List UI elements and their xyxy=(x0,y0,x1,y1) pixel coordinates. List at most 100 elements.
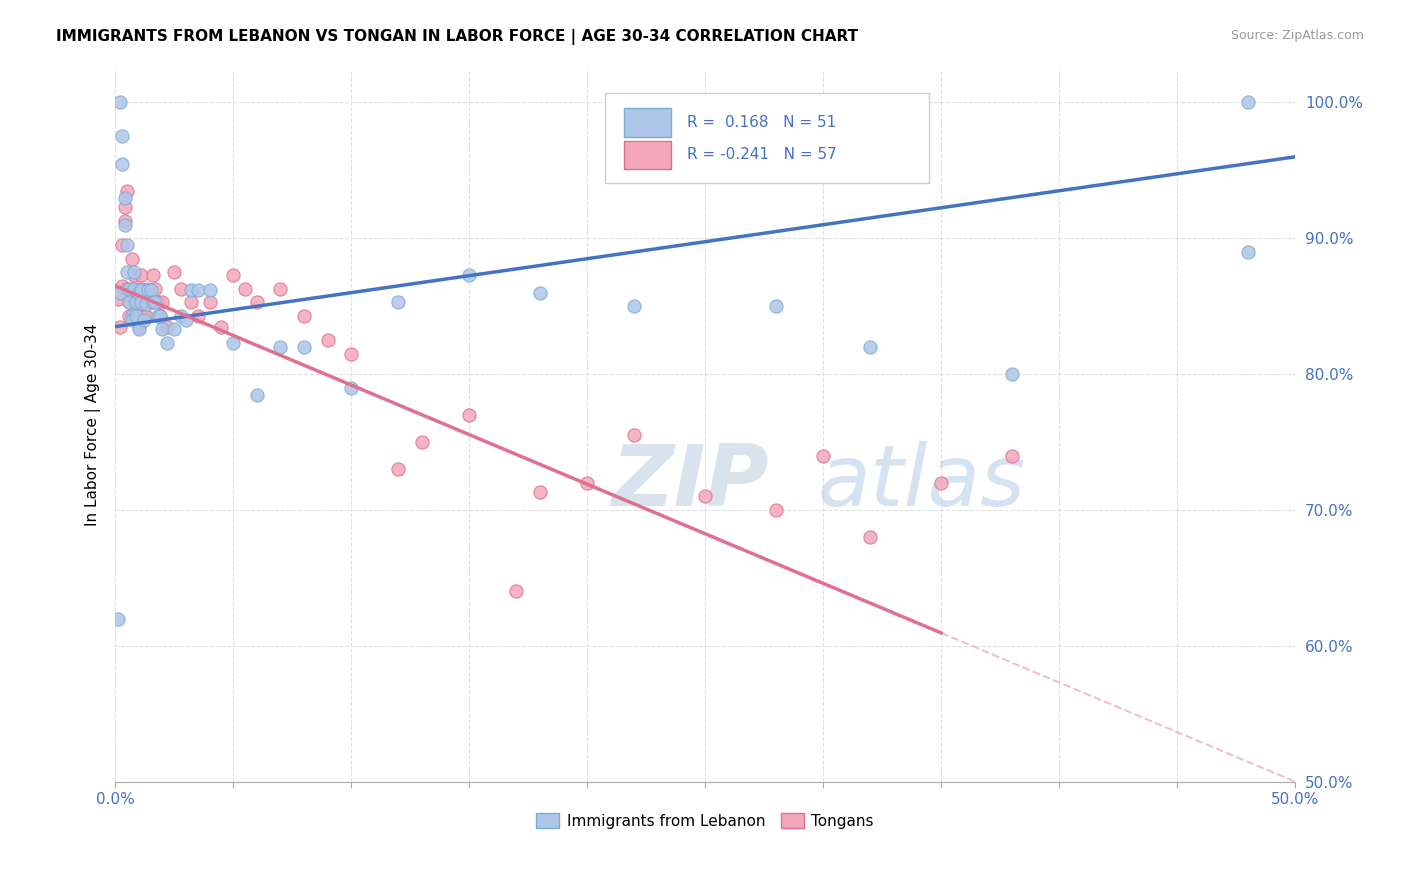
Point xyxy=(198,295,221,310)
Point xyxy=(125,295,148,310)
Text: ZIP: ZIP xyxy=(610,441,769,524)
Point xyxy=(129,282,152,296)
Point xyxy=(174,313,197,327)
Point xyxy=(128,322,150,336)
Point xyxy=(859,340,882,354)
Point xyxy=(118,309,141,323)
Point xyxy=(180,283,202,297)
Point xyxy=(143,295,166,310)
Point xyxy=(458,408,481,422)
Point xyxy=(107,612,129,626)
Point xyxy=(529,285,551,300)
Point xyxy=(859,530,882,544)
Point xyxy=(246,387,269,401)
Point xyxy=(125,295,148,310)
Point xyxy=(122,265,145,279)
Point xyxy=(623,428,645,442)
Point xyxy=(811,449,834,463)
Point xyxy=(142,268,165,282)
Point xyxy=(209,319,232,334)
Legend: Immigrants from Lebanon, Tongans: Immigrants from Lebanon, Tongans xyxy=(530,806,880,835)
Text: atlas: atlas xyxy=(817,441,1025,524)
Point xyxy=(122,295,145,310)
Point xyxy=(163,322,186,336)
Point xyxy=(458,268,481,282)
Point xyxy=(115,282,138,296)
Y-axis label: In Labor Force | Age 30-34: In Labor Force | Age 30-34 xyxy=(86,324,101,526)
Point xyxy=(132,313,155,327)
Point xyxy=(115,184,138,198)
Point xyxy=(111,278,134,293)
Point xyxy=(149,309,172,323)
Point xyxy=(115,238,138,252)
Point xyxy=(108,319,131,334)
Text: IMMIGRANTS FROM LEBANON VS TONGAN IN LABOR FORCE | AGE 30-34 CORRELATION CHART: IMMIGRANTS FROM LEBANON VS TONGAN IN LAB… xyxy=(56,29,859,45)
Point xyxy=(129,295,152,310)
Point xyxy=(411,435,433,450)
Point xyxy=(163,265,186,279)
Point xyxy=(121,313,143,327)
Point xyxy=(108,285,131,300)
Point xyxy=(929,475,952,490)
Point xyxy=(1001,367,1024,381)
Point xyxy=(170,309,193,323)
Point xyxy=(114,213,136,227)
Point xyxy=(139,283,162,297)
Point xyxy=(340,381,363,395)
Point xyxy=(529,485,551,500)
Point xyxy=(132,295,155,310)
Point xyxy=(129,283,152,297)
Point xyxy=(118,295,141,310)
Point xyxy=(125,309,148,323)
Point xyxy=(149,309,172,323)
Point xyxy=(122,282,145,296)
Point xyxy=(135,309,157,323)
Point xyxy=(222,335,245,350)
Text: R = -0.241   N = 57: R = -0.241 N = 57 xyxy=(688,147,837,162)
Point xyxy=(114,218,136,232)
Point xyxy=(118,282,141,296)
Point xyxy=(146,309,169,323)
Point xyxy=(156,335,179,350)
Point xyxy=(340,347,363,361)
Point xyxy=(222,268,245,282)
Point xyxy=(111,156,134,170)
Point xyxy=(387,295,409,310)
Point xyxy=(1001,449,1024,463)
Point xyxy=(114,190,136,204)
Point xyxy=(122,268,145,282)
Point xyxy=(765,503,787,517)
Point xyxy=(505,584,527,599)
Text: R =  0.168   N = 51: R = 0.168 N = 51 xyxy=(688,115,837,130)
Point xyxy=(135,296,157,310)
Point xyxy=(180,295,202,310)
Point xyxy=(125,282,148,296)
Point xyxy=(269,282,291,296)
Point xyxy=(121,252,143,266)
Point xyxy=(316,333,339,347)
Point xyxy=(1237,244,1260,259)
Point xyxy=(121,309,143,323)
FancyBboxPatch shape xyxy=(624,109,671,137)
Point xyxy=(111,238,134,252)
Point xyxy=(170,282,193,296)
Point xyxy=(114,200,136,214)
Point xyxy=(269,340,291,354)
Point xyxy=(121,282,143,296)
Point xyxy=(198,283,221,297)
Point xyxy=(292,340,315,354)
Point xyxy=(136,282,159,296)
Point xyxy=(246,295,269,310)
Point xyxy=(129,268,152,282)
Point xyxy=(146,295,169,310)
Point xyxy=(623,299,645,313)
Point xyxy=(150,295,173,310)
Point xyxy=(108,95,131,110)
Point xyxy=(111,129,134,144)
Point xyxy=(576,475,599,490)
Point xyxy=(292,309,315,323)
Point xyxy=(128,309,150,323)
Point xyxy=(765,299,787,313)
FancyBboxPatch shape xyxy=(624,141,671,169)
Point xyxy=(187,309,209,323)
